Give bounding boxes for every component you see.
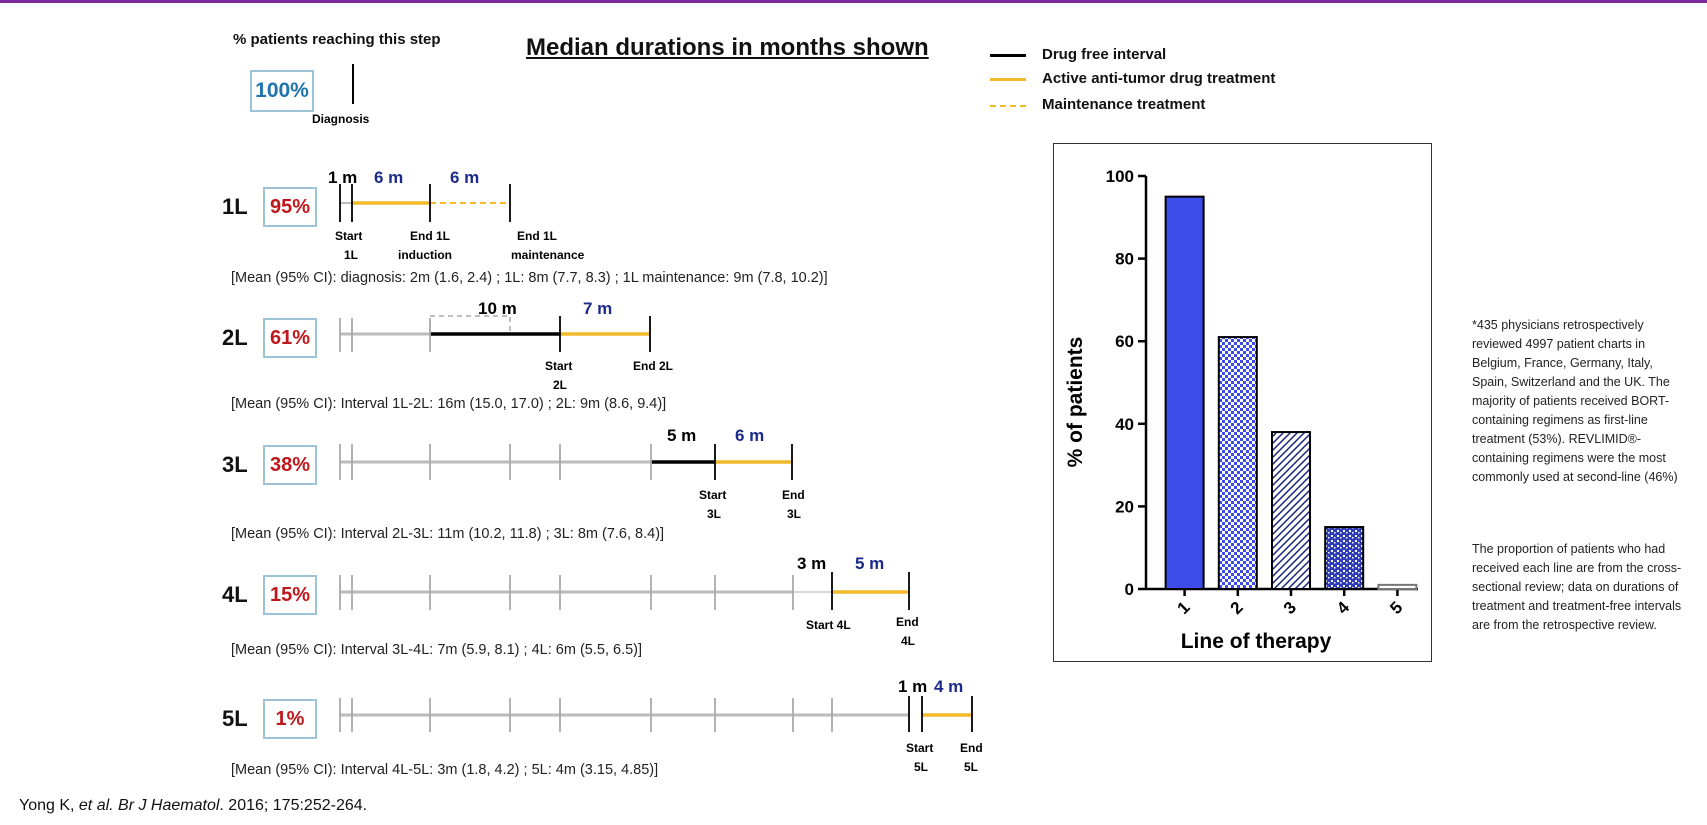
legend-active-swatch	[990, 78, 1026, 81]
citation-details: . 2016; 175:252-264.	[219, 797, 368, 814]
row-5l-label: 5L	[222, 706, 248, 731]
row-3l-mark-end: End	[782, 488, 805, 502]
percent-header: % patients reaching this step	[233, 31, 441, 48]
row-5l-mark-end-line: 5L	[964, 760, 978, 774]
row-5l-mark-end: End	[960, 741, 983, 755]
row-5l-duration-gap: 1 m	[898, 677, 927, 696]
row-5l-percent-box: 1%	[263, 699, 317, 739]
bar-chart: 0 20 40 60 80 100 1 2 3 4 5 % of patients Line of …	[1064, 167, 1418, 653]
row-5l-ci: [Mean (95% CI): Interval 4L-5L: 3m (1.8,…	[231, 762, 659, 778]
row-1l-label: 1L	[222, 194, 248, 219]
row-2l-label: 2L	[222, 325, 248, 350]
row-3l-percent-box: 38%	[263, 445, 317, 485]
diagnosis-percent-box: 100%	[250, 70, 314, 112]
row-5l-mark-start-line: 5L	[914, 760, 928, 774]
row-4l-duration-active: 5 m	[855, 554, 884, 573]
legend-maintenance-swatch	[990, 105, 1026, 107]
row-1l-mark-induction-2: induction	[398, 248, 452, 262]
method-note: *435 physicians retrospectively reviewed…	[1472, 318, 1678, 484]
timeline-2l: 10 m 7 m Start 2L End 2L	[339, 299, 673, 392]
bar-line-4	[1324, 526, 1365, 590]
row-2l-mark-start: Start	[545, 359, 572, 373]
row-1l-percent-box: 95%	[263, 187, 317, 227]
source-note: The proportion of patients who had recei…	[1472, 542, 1682, 632]
row-3l-ci: [Mean (95% CI): Interval 2L-3L: 11m (10.…	[231, 526, 665, 542]
legend-drug-free-label: Drug free interval	[1042, 46, 1167, 63]
timeline-4l: 3 m 5 m Start 4L End 4L	[339, 554, 919, 648]
x-tick-label: 5	[1386, 598, 1406, 618]
citation-authors: Yong K,	[19, 797, 79, 814]
row-3l-mark-start: Start	[699, 488, 726, 502]
row-3l-duration-active: 6 m	[735, 426, 764, 445]
row-1l-mark-start-line: 1L	[344, 248, 358, 262]
x-tick-label: 2	[1227, 598, 1247, 618]
row-1l-mark-maint-2: maintenance	[511, 248, 585, 262]
timeline-5l: 1 m 4 m Start 5L End 5L	[339, 677, 983, 774]
y-tick-label: 100	[1106, 167, 1134, 186]
row-4l-label: 4L	[222, 582, 248, 607]
citation: Yong K, et al. Br J Haematol. 2016; 175:…	[19, 797, 367, 815]
row-1l-mark-maint: End 1L	[517, 229, 557, 243]
y-tick-label: 0	[1125, 580, 1134, 599]
citation-journal: et al. Br J Haematol	[78, 797, 220, 814]
row-2l-duration-gap: 10 m	[478, 299, 517, 318]
row-4l-mark-start: Start 4L	[806, 618, 851, 632]
row-4l-duration-gap: 3 m	[797, 554, 826, 573]
y-tick-label: 60	[1115, 332, 1134, 351]
row-1l-duration-gap: 1 m	[328, 168, 357, 187]
x-tick-label: 4	[1333, 597, 1354, 618]
y-axis-label: % of patients	[1064, 337, 1087, 468]
page-title: Median durations in months shown	[526, 34, 929, 61]
x-axis-label: Line of therapy	[1181, 630, 1332, 653]
row-4l-ci: [Mean (95% CI): Interval 3L-4L: 7m (5.9,…	[231, 642, 643, 658]
x-tick-label: 3	[1280, 598, 1300, 618]
timeline-3l: 5 m 6 m Start 3L End 3L	[339, 426, 805, 521]
row-2l-percent-box: 61%	[263, 318, 317, 358]
row-2l-mark-start-line: 2L	[553, 378, 567, 392]
row-3l-mark-start-line: 3L	[707, 507, 721, 521]
x-tick-label: 1	[1173, 598, 1193, 618]
row-4l-percent-box: 15%	[263, 575, 317, 615]
row-3l-duration-gap: 5 m	[667, 426, 696, 445]
top-accent-bar	[0, 0, 1707, 3]
row-3l-label: 3L	[222, 452, 248, 477]
row-5l-mark-start: Start	[906, 741, 933, 755]
row-1l-ci: [Mean (95% CI): diagnosis: 2m (1.6, 2.4)…	[231, 270, 828, 286]
timeline-1l: 1 m 6 m 6 m Start 1L End 1L induction En…	[328, 168, 585, 262]
row-1l-duration-active: 6 m	[374, 168, 403, 187]
row-2l-mark-end: End 2L	[633, 359, 673, 373]
row-5l-duration-active: 4 m	[934, 677, 963, 696]
row-2l-ci: [Mean (95% CI): Interval 1L-2L: 16m (15.…	[231, 396, 667, 412]
y-tick-label: 40	[1115, 415, 1134, 434]
bar-line-1	[1164, 195, 1205, 591]
bar-line-3	[1271, 431, 1311, 590]
row-1l-mark-induction: End 1L	[410, 229, 450, 243]
bar-chart-panel: 0 20 40 60 80 100 1 2 3 4 5 % of patients Line of …	[1053, 143, 1432, 662]
legend-drug-free-swatch	[990, 54, 1026, 57]
row-2l-bracket	[429, 315, 511, 334]
treatment-timeline: Diagnosis 1 m 6 m 6 m Start 1L End 1L in…	[312, 64, 983, 774]
bar-line-2	[1217, 336, 1258, 590]
row-1l-duration-maintenance: 6 m	[450, 168, 479, 187]
row-3l-mark-end-line: 3L	[787, 507, 801, 521]
y-tick-label: 20	[1115, 497, 1134, 516]
row-1l-mark-start: Start	[335, 229, 362, 243]
legend-maintenance-label: Maintenance treatment	[1042, 96, 1206, 113]
row-4l-mark-end: End	[896, 615, 919, 629]
legend-active-label: Active anti-tumor drug treatment	[1042, 70, 1276, 87]
y-tick-label: 80	[1115, 250, 1134, 269]
row-4l-mark-end-line: 4L	[901, 634, 915, 648]
row-2l-duration-active: 7 m	[583, 299, 612, 318]
diagnosis-label: Diagnosis	[312, 112, 370, 126]
bar-line-5	[1377, 583, 1418, 590]
